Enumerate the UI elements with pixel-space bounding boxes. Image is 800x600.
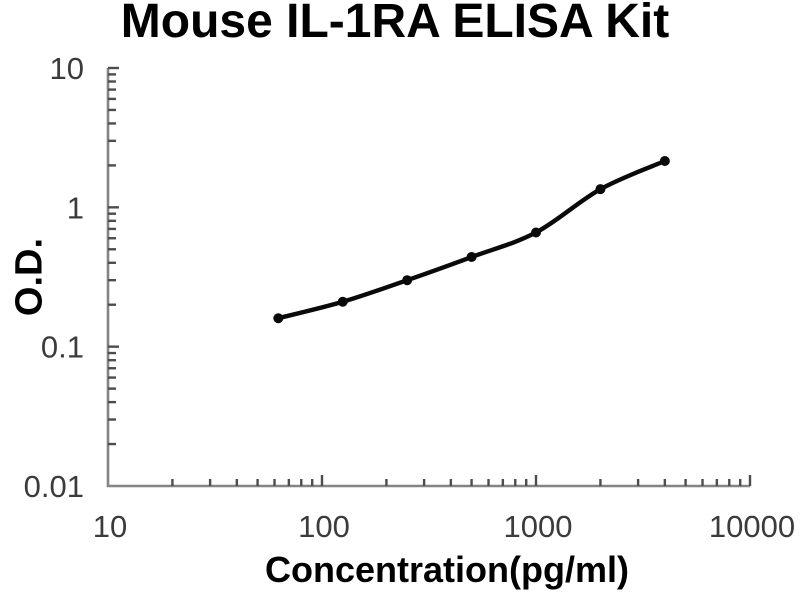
- data-point-marker: [402, 275, 413, 286]
- y-tick-label: 1: [67, 190, 84, 225]
- y-tick-label: 10: [50, 51, 84, 86]
- data-point-marker: [466, 252, 477, 263]
- x-axis-label: Concentration(pg/ml): [265, 549, 629, 590]
- y-tick-label: 0.1: [41, 330, 84, 365]
- chart-title: Mouse IL-1RA ELISA Kit: [120, 0, 670, 48]
- y-tick-label: 0.01: [24, 469, 84, 504]
- data-point-marker: [595, 184, 606, 195]
- x-tick-label: 1000: [504, 509, 573, 544]
- data-point-marker: [337, 296, 348, 307]
- axes-lines: [106, 68, 750, 488]
- x-tick-label: 10000: [709, 509, 795, 544]
- x-tick-label: 10: [93, 509, 127, 544]
- standard-curve-line: [276, 158, 668, 321]
- x-tick-label: 100: [298, 509, 350, 544]
- data-point-marker: [659, 156, 670, 167]
- data-point-marker: [273, 313, 284, 324]
- data-point-marker: [531, 227, 541, 238]
